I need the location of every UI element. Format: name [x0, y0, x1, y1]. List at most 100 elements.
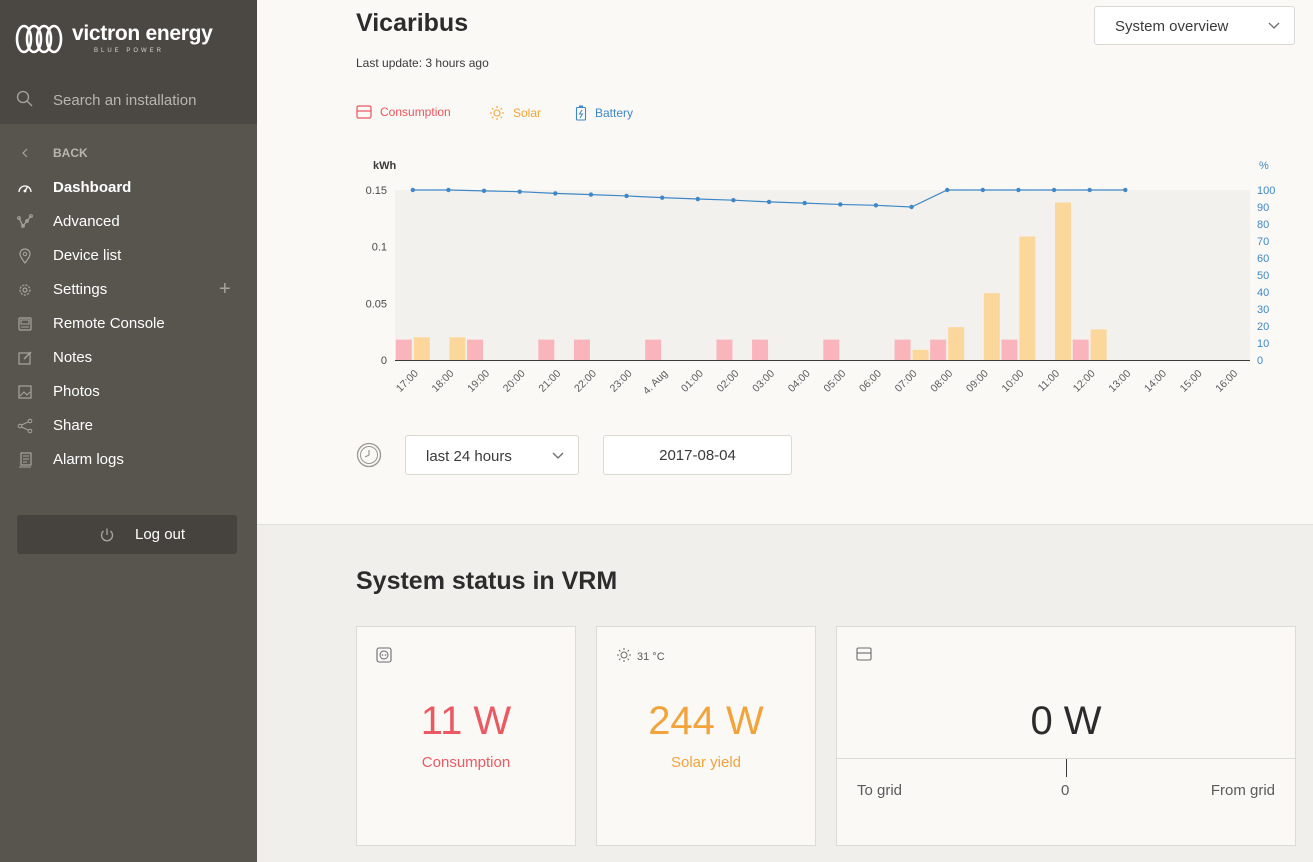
range-select[interactable]: last 24 hours [405, 435, 579, 475]
battery-point [802, 200, 807, 206]
grid-divider [837, 758, 1295, 759]
sun-icon [490, 106, 504, 120]
solar-value: 244 W [648, 699, 764, 743]
photo-icon [18, 385, 32, 399]
sidebar-back[interactable]: BACK [0, 138, 257, 168]
search-input[interactable] [53, 88, 243, 112]
battery-point [624, 193, 629, 199]
last-update-text: Last update: 3 hours ago [356, 56, 489, 70]
y-tick-right: 80 [1257, 219, 1269, 231]
sidebar-item-device-list[interactable]: Device list [0, 241, 257, 271]
expand-plus-icon[interactable]: + [219, 278, 231, 300]
y-tick-right: 10 [1257, 338, 1269, 350]
log-icon [19, 452, 32, 468]
sidebar-item-label: Settings [53, 281, 108, 298]
victron-logo[interactable]: victron energy BLUE POWER [14, 18, 234, 62]
legend-solar[interactable]: Solar [489, 105, 541, 121]
battery-point [766, 199, 772, 205]
x-tick-label: 23:00 [608, 368, 635, 395]
view-select[interactable]: System overview [1094, 6, 1295, 45]
console-icon [18, 317, 32, 331]
sidebar-item-label: Device list [53, 247, 122, 264]
sidebar-item-alarm-logs[interactable]: Alarm logs [0, 445, 257, 475]
solar-bar [912, 349, 929, 360]
solar-bar [1055, 202, 1072, 360]
battery-point [553, 191, 558, 196]
x-tick-label: 18:00 [429, 368, 456, 395]
to-grid-label: To grid [857, 782, 903, 799]
y-tick-right: 90 [1257, 202, 1269, 214]
search-icon [16, 90, 33, 107]
solar-bar [1090, 329, 1107, 360]
logout-label: Log out [135, 526, 186, 543]
gauge-icon [18, 185, 32, 193]
chevron-down-icon [552, 452, 564, 459]
y-tick-right: 40 [1257, 287, 1269, 299]
y-tick-left: 0 [381, 355, 387, 367]
victron-logo-icon [15, 24, 63, 54]
x-tick-label: 01:00 [679, 368, 706, 395]
brand-tagline: BLUE POWER [94, 48, 165, 54]
x-tick-label: 14:00 [1142, 368, 1169, 395]
x-tick-label: 03:00 [750, 368, 777, 395]
consumption-bar [716, 339, 733, 360]
consumption-bar [930, 339, 947, 360]
sidebar-item-label: Alarm logs [53, 451, 124, 468]
legend-battery-label: Battery [595, 106, 634, 120]
solar-bar [449, 337, 466, 360]
legend-solar-label: Solar [513, 106, 542, 120]
status-section-title: System status in VRM [356, 567, 618, 595]
legend-battery[interactable]: Battery [575, 105, 633, 121]
x-tick-label: 4. Aug [641, 368, 671, 398]
grid-card: 0 W To grid 0 From grid [836, 626, 1296, 846]
battery-point [944, 187, 950, 193]
y-tick-right: 50 [1257, 270, 1269, 282]
chevron-left-icon [22, 148, 28, 158]
consumption-bar [1001, 339, 1018, 360]
sidebar-item-settings[interactable]: Settings + [0, 275, 257, 305]
clock-icon [356, 442, 382, 468]
grid-zero-marker [1066, 759, 1067, 777]
battery-point [588, 192, 594, 197]
range-select-value: last 24 hours [426, 448, 512, 465]
sidebar-item-advanced[interactable]: Advanced [0, 207, 257, 237]
consumption-bar [894, 339, 911, 360]
grid-zero-label: 0 [1061, 782, 1070, 799]
sidebar-item-notes[interactable]: Notes [0, 343, 257, 373]
logout-button[interactable]: Log out [17, 515, 237, 554]
legend-consumption[interactable]: Consumption [356, 105, 451, 119]
battery-point [1051, 187, 1057, 193]
y-tick-right: 0 [1257, 355, 1263, 367]
x-tick-label: 22:00 [572, 368, 599, 395]
battery-point [909, 204, 914, 210]
legend-consumption-label: Consumption [380, 105, 451, 119]
x-tick-label: 05:00 [821, 368, 848, 395]
sidebar-back-label: BACK [53, 146, 88, 160]
y-tick-right: 20 [1257, 321, 1269, 333]
consumption-bar [823, 339, 840, 360]
consumption-bar [395, 339, 412, 360]
x-tick-label: 16:00 [1213, 368, 1240, 395]
graph-icon [17, 214, 33, 228]
sidebar-item-photos[interactable]: Photos [0, 377, 257, 407]
y-tick-left: 0.1 [372, 242, 387, 254]
sidebar-item-remote-console[interactable]: Remote Console [0, 309, 257, 339]
sidebar-item-label: Share [53, 417, 94, 434]
y-tick-right: 70 [1257, 236, 1269, 248]
sidebar-item-share[interactable]: Share [0, 411, 257, 441]
battery-point [410, 187, 416, 193]
x-tick-label: 06:00 [857, 368, 884, 395]
battery-point [1016, 187, 1021, 193]
date-picker[interactable]: 2017-08-04 [603, 435, 792, 475]
y-tick-right: 60 [1257, 253, 1269, 265]
sidebar-item-label: Dashboard [53, 179, 132, 196]
sidebar-item-label: Remote Console [53, 315, 165, 332]
sidebar: victron energy BLUE POWER BACK Dashboard… [0, 0, 257, 862]
sidebar-item-dashboard[interactable]: Dashboard [0, 173, 257, 203]
solar-label: Solar yield [670, 754, 742, 771]
battery-point [481, 188, 487, 194]
consumption-card: 11 W Consumption [356, 626, 576, 846]
x-tick-label: 12:00 [1071, 368, 1098, 395]
x-tick-label: 15:00 [1178, 368, 1205, 395]
battery-icon [575, 105, 587, 121]
